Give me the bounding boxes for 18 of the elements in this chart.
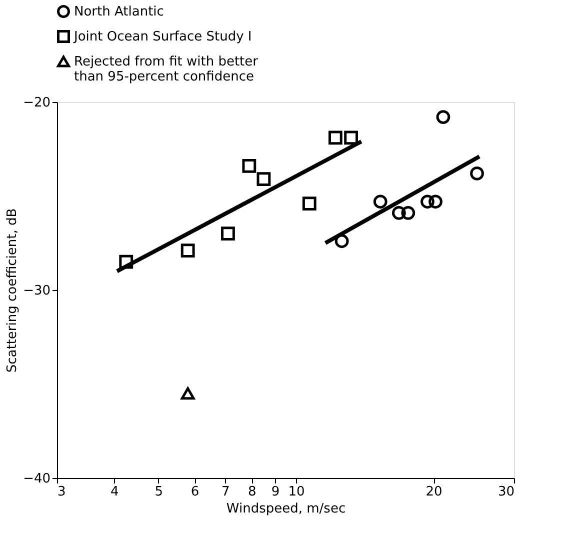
x-tick-label: 6 <box>190 484 200 500</box>
x-tick-label: 30 <box>498 484 514 500</box>
x-tick-label: 10 <box>288 484 305 500</box>
y-axis-title: Scattering coefficient, dB <box>5 208 20 373</box>
legend-label: Rejected from fit with better than 95-percent confidence <box>74 54 259 84</box>
x-tick-label: 8 <box>248 484 256 500</box>
x-tick-label: 20 <box>426 484 442 500</box>
y-tick-label: −20 <box>23 96 50 110</box>
x-tick-label: 4 <box>110 484 119 500</box>
x-tick-label: 3 <box>58 484 66 500</box>
y-tick-label: −40 <box>23 472 50 486</box>
x-tick-label: 7 <box>222 484 230 500</box>
x-tick-label: 9 <box>271 484 280 500</box>
x-tick-label: 5 <box>154 484 164 500</box>
y-tick-label: −30 <box>23 284 50 298</box>
legend-label: North Atlantic <box>74 4 164 20</box>
legend-label: Joint Ocean Surface Study I <box>73 30 252 44</box>
x-axis-title: Windspeed, m/sec <box>226 502 346 516</box>
